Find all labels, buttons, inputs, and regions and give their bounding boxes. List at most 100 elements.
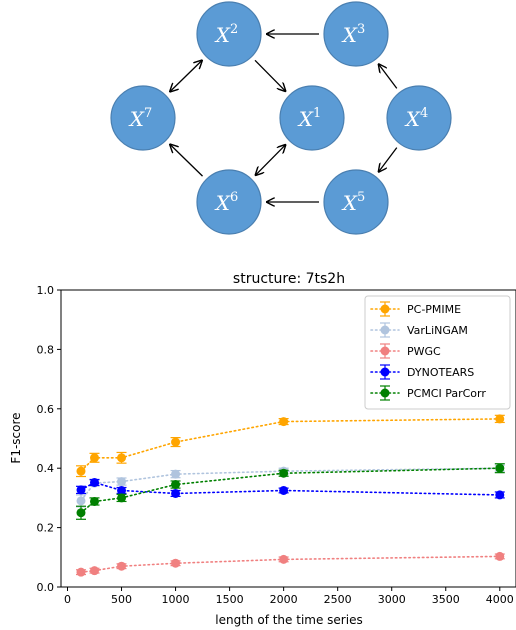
node-circle <box>323 169 389 235</box>
data-point <box>171 558 181 568</box>
node-label-base: X <box>297 107 314 131</box>
series-pcmci-parcorr <box>75 463 505 520</box>
legend-box <box>364 295 511 410</box>
node-label-superscript: 7 <box>144 106 152 121</box>
data-point <box>117 453 127 463</box>
series-line <box>80 555 501 573</box>
data-point <box>76 485 86 495</box>
graph-node-x1: X1 <box>279 85 345 151</box>
node-label-base: X <box>214 191 231 215</box>
legend-label: PC-PMIME <box>407 303 461 316</box>
node-label-superscript: 2 <box>230 22 238 37</box>
data-point <box>76 466 86 476</box>
x-tick-label: 0 <box>64 593 71 606</box>
node-label-superscript: 3 <box>357 22 365 37</box>
node-label-superscript: 4 <box>420 106 428 121</box>
legend-marker <box>380 388 390 398</box>
legend-entry-pc-pmime: PC-PMIME <box>370 301 461 317</box>
series-pwgc <box>75 551 505 577</box>
data-point <box>117 485 127 495</box>
node-label: X1 <box>297 106 322 131</box>
data-point <box>76 567 86 577</box>
node-label: X4 <box>404 106 429 131</box>
node-label-base: X <box>128 107 145 131</box>
data-point <box>171 469 181 479</box>
graph-node-x3: X3 <box>323 1 389 67</box>
node-label: X3 <box>341 22 366 47</box>
node-circle <box>110 85 176 151</box>
legend-label: PWGC <box>407 345 441 358</box>
graph-edge-x1-x6 <box>255 144 286 175</box>
node-label-base: X <box>341 191 358 215</box>
data-point <box>495 490 505 500</box>
legend-marker <box>380 325 390 335</box>
node-circle <box>386 85 452 151</box>
y-tick-label: 0.2 <box>37 522 55 535</box>
data-point <box>76 508 86 518</box>
y-tick-label: 1.0 <box>37 284 55 297</box>
node-circle <box>196 1 262 67</box>
node-circle <box>279 85 345 151</box>
legend-label: PCMCI ParCorr <box>407 387 486 400</box>
data-point <box>495 551 505 561</box>
plot-area: 0 500 1000 1500 2000 2500 3000 3500 4000 0.0 0.2 0.… <box>37 284 516 606</box>
data-point <box>495 414 505 424</box>
data-point <box>90 477 100 487</box>
y-tick-label: 0.6 <box>37 403 55 416</box>
graph-edge-x2-x1 <box>254 59 286 91</box>
data-point <box>171 437 181 447</box>
data-point <box>495 463 505 473</box>
x-tick-label: 500 <box>111 593 132 606</box>
y-tick-label: 0.8 <box>37 343 55 356</box>
data-point <box>117 561 127 571</box>
graph-node-x7: X7 <box>110 85 176 151</box>
node-label: X5 <box>341 190 366 215</box>
node-label-superscript: 1 <box>313 106 321 121</box>
data-point <box>171 488 181 498</box>
node-circle <box>196 169 262 235</box>
graph-node-x5: X5 <box>323 169 389 235</box>
data-point <box>90 496 100 506</box>
legend-entry-pwgc: PWGC <box>370 343 441 359</box>
series-line <box>80 418 501 472</box>
legend-entry-varlingam: VarLiNGAM <box>370 322 468 338</box>
x-tick-label: 3500 <box>432 593 460 606</box>
series-dynotears <box>75 477 505 500</box>
node-label: X6 <box>214 190 239 215</box>
node-label-base: X <box>341 23 358 47</box>
data-point <box>279 417 289 427</box>
node-circle <box>323 1 389 67</box>
node-label-base: X <box>214 23 231 47</box>
graph-node-x4: X4 <box>386 85 452 151</box>
graph-edge-x6-x7 <box>169 144 203 177</box>
x-tick-label: 1000 <box>162 593 190 606</box>
x-tick-label: 2000 <box>270 593 298 606</box>
legend-entry-dynotears: DYNOTEARS <box>370 364 474 380</box>
legend: PC-PMIME VarLiNGAM PWGC DYNOTEARS PCMCI ParC… <box>364 295 511 410</box>
plot-frame <box>60 289 516 588</box>
y-tick-label: 0.4 <box>37 462 55 475</box>
legend-marker <box>380 346 390 356</box>
node-label-superscript: 5 <box>357 190 365 205</box>
x-tick-label: 3000 <box>378 593 406 606</box>
node-label-superscript: 6 <box>230 190 238 205</box>
node-label: X2 <box>214 22 239 47</box>
data-point <box>90 453 100 463</box>
data-point <box>279 554 289 564</box>
legend-marker <box>380 367 390 377</box>
chart-title: structure: 7ts2h <box>233 271 345 287</box>
y-axis-label: F1-score <box>9 412 23 463</box>
y-tick-label: 0.0 <box>37 581 55 594</box>
x-tick-label: 1500 <box>216 593 244 606</box>
data-point <box>76 496 86 506</box>
graph-edge-x4-x3 <box>378 64 398 89</box>
graph-node-x2: X2 <box>196 1 262 67</box>
legend-label: VarLiNGAM <box>407 324 468 337</box>
series-pc-pmime <box>75 414 505 478</box>
data-point <box>279 468 289 478</box>
node-label: X7 <box>128 106 153 131</box>
legend-marker <box>380 304 390 314</box>
data-point <box>117 477 127 487</box>
graph-edge-x4-x5 <box>378 147 398 173</box>
